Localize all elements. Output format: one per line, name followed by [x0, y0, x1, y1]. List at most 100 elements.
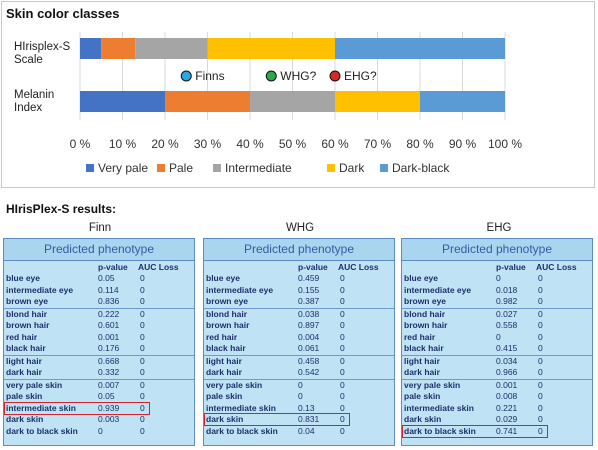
- auc-loss: 0: [538, 343, 543, 353]
- auc-loss: 0: [340, 320, 345, 330]
- trait-name: intermediate skin: [404, 402, 474, 413]
- auc-loss: 0: [140, 284, 145, 295]
- table-row: intermediate skin 0.13 0: [204, 403, 394, 415]
- bar-segment-dark: [335, 91, 420, 112]
- trait-name: dark skin: [6, 414, 44, 424]
- col-header-p-value: p-value: [98, 262, 128, 272]
- auc-loss: 0: [140, 391, 145, 401]
- table-row: brown eye 0.982 0: [402, 296, 592, 308]
- trait-name: dark hair: [206, 367, 242, 377]
- trait-name: intermediate eye: [206, 284, 274, 295]
- trait-name: dark skin: [206, 414, 244, 424]
- p-value: 0.018: [496, 284, 518, 295]
- column-headers: p-value AUC Loss: [402, 261, 592, 273]
- table-row: light hair 0.458 0: [204, 354, 394, 368]
- x-tick-label: 50 %: [279, 137, 307, 151]
- table-row: black hair 0.061 0: [204, 343, 394, 355]
- p-value: 0.897: [298, 320, 320, 330]
- column-headers: p-value AUC Loss: [4, 261, 194, 273]
- population-label-whg: WHG: [285, 222, 315, 234]
- stacked-bar-chart: 0 % 10 % 20 % 30 % 40 % 50 % 60 % 70 % 80 % 90 % 1…: [70, 32, 522, 175]
- phenotype-table-ehg: Predicted phenotype p-value AUC Loss blue e…: [401, 238, 593, 446]
- trait-name: light hair: [404, 355, 440, 366]
- table-row: red hair 0 0: [402, 332, 592, 344]
- auc-loss: 0: [140, 320, 145, 330]
- trait-name: red hair: [404, 331, 436, 342]
- table-row: pale skin 0.05 0: [4, 391, 194, 403]
- table-row: pale skin 0.008 0: [402, 391, 592, 403]
- auc-loss: 0: [340, 284, 345, 295]
- trait-name: intermediate skin: [206, 402, 276, 413]
- p-value: 0.601: [98, 320, 120, 330]
- table-header: Predicted phenotype: [4, 239, 194, 261]
- p-value: 0.939: [98, 402, 120, 413]
- table-row: intermediate skin 0.939 0: [4, 401, 194, 415]
- trait-name: brown eye: [6, 296, 49, 306]
- bar-segment-dark-black: [335, 38, 505, 59]
- table-row: dark to black skin 0.04 0: [204, 426, 394, 438]
- trait-name: pale skin: [404, 391, 441, 401]
- p-value: 0.13: [298, 402, 315, 413]
- p-value: 0.029: [496, 414, 518, 424]
- auc-loss: 0: [340, 414, 345, 424]
- p-value: 0.836: [98, 296, 120, 306]
- auc-loss: 0: [140, 379, 145, 390]
- column-headers: p-value AUC Loss: [204, 261, 394, 273]
- table-row: blond hair 0.222 0: [4, 307, 194, 321]
- auc-loss: 0: [340, 331, 345, 342]
- trait-name: red hair: [206, 331, 238, 342]
- x-tick-label: 80 %: [406, 137, 434, 151]
- p-value: 0.387: [298, 296, 320, 306]
- marker-label: Finns: [195, 69, 224, 83]
- auc-loss: 0: [340, 343, 345, 353]
- phenotype-table-finn: Predicted phenotype p-value AUC Loss blue e…: [3, 238, 195, 446]
- trait-name: intermediate eye: [6, 284, 74, 295]
- table-row: red hair 0.004 0: [204, 332, 394, 344]
- auc-loss: 0: [340, 273, 345, 283]
- trait-name: black hair: [404, 343, 444, 353]
- p-value: 0.741: [496, 425, 518, 436]
- auc-loss: 0: [140, 296, 145, 306]
- p-value: 0.027: [496, 308, 518, 319]
- x-tick-label: 30 %: [194, 137, 222, 151]
- p-value: 0.458: [298, 355, 320, 366]
- table-row: intermediate skin 0.221 0: [402, 403, 592, 415]
- p-value: 0.003: [98, 414, 120, 424]
- p-value: 0.001: [496, 379, 518, 390]
- table-row: blue eye 0.05 0: [4, 273, 194, 285]
- p-value: 0.008: [496, 391, 518, 401]
- trait-name: light hair: [206, 355, 242, 366]
- legend-label: Pale: [169, 161, 193, 175]
- trait-name: dark hair: [6, 367, 42, 377]
- auc-loss: 0: [538, 355, 543, 366]
- auc-loss: 0: [538, 379, 543, 390]
- table-row: very pale skin 0.007 0: [4, 378, 194, 392]
- col-header-p-value: p-value: [496, 262, 526, 272]
- p-value: 0.176: [98, 343, 120, 353]
- bar-segment-dark-black: [420, 91, 505, 112]
- auc-loss: 0: [140, 414, 145, 424]
- table-row: light hair 0.034 0: [402, 354, 592, 368]
- x-tick-label: 90 %: [449, 137, 477, 151]
- p-value: 0: [98, 425, 103, 436]
- x-tick-label: 60 %: [321, 137, 349, 151]
- trait-name: dark to black skin: [404, 425, 476, 436]
- auc-loss: 0: [340, 367, 345, 377]
- trait-name: intermediate eye: [404, 284, 472, 295]
- p-value: 0.004: [298, 331, 320, 342]
- trait-name: very pale skin: [206, 379, 263, 390]
- trait-name: dark to black skin: [6, 425, 78, 436]
- auc-loss: 0: [140, 331, 145, 342]
- table-header: Predicted phenotype: [204, 239, 394, 261]
- p-value: 0.966: [496, 367, 518, 377]
- auc-loss: 0: [140, 343, 145, 353]
- p-value: 0.05: [98, 273, 115, 283]
- bar-segment-intermediate: [250, 91, 335, 112]
- marker-whg-dot: [265, 70, 277, 82]
- table-row: brown hair 0.558 0: [402, 320, 592, 332]
- marker-label: EHG?: [344, 69, 377, 83]
- marker-ehg-dot: [329, 70, 341, 82]
- legend-label: Dark: [339, 161, 365, 175]
- trait-name: intermediate skin: [6, 402, 76, 413]
- auc-loss: 0: [538, 320, 543, 330]
